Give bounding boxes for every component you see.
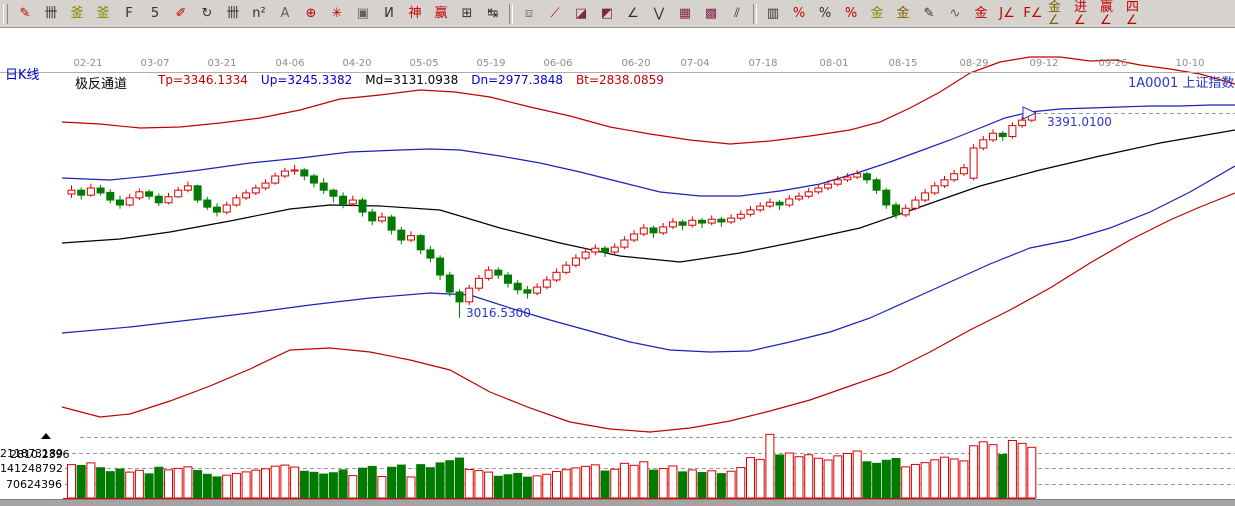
date-tick-label: 07-04 bbox=[680, 58, 710, 69]
indicator-value: Bt=2838.0859 bbox=[576, 73, 664, 87]
date-tick-label: 06-20 bbox=[621, 58, 651, 69]
date-tick-label: 06-06 bbox=[543, 58, 573, 69]
toolbar-separator bbox=[753, 3, 757, 24]
date-tick-label: 03-07 bbox=[140, 58, 170, 69]
date-tick-label: 08-01 bbox=[819, 58, 849, 69]
toolbar-button-gold-slope-icon[interactable]: 金∠ bbox=[1048, 0, 1062, 28]
date-tick-label: 05-05 bbox=[409, 58, 439, 69]
toolbar-button-trend-lines-icon[interactable]: ∠ bbox=[627, 6, 639, 21]
toolbar-button-tally-grid-icon[interactable]: 卌 bbox=[44, 6, 58, 21]
date-axis: 02-21 03-07 03-21 04-06 04-20 05-05 05-19 06-06… bbox=[0, 58, 1235, 71]
toolbar-button-gold-box-icon[interactable]: 金 bbox=[974, 6, 988, 21]
toolbar-button-gann-ray-box-icon[interactable]: ◩ bbox=[600, 6, 614, 21]
date-tick-label: 03-21 bbox=[207, 58, 237, 69]
channel-line-md bbox=[61, 129, 1235, 263]
toolbar-button-target-cross-icon[interactable]: ⊕ bbox=[305, 6, 317, 21]
toolbar-button-wave-line-icon[interactable]: ∿ bbox=[949, 6, 961, 21]
toolbar-button-gold-circle-icon[interactable]: 金 bbox=[870, 6, 884, 21]
date-tick-label: 04-06 bbox=[275, 58, 305, 69]
toolbar-button-gold-sieve-2-icon[interactable]: 釜 bbox=[96, 6, 110, 21]
toolbar-button-dashed-frame-icon[interactable]: ⧈ bbox=[524, 6, 534, 21]
date-tick-label: 10-10 bbox=[1175, 58, 1205, 69]
toolbar-button-star-burst-icon[interactable]: ✳ bbox=[331, 6, 343, 21]
toolbar-button-wave-n-icon[interactable]: И bbox=[384, 6, 394, 21]
toolbar-button-ray-fan-icon[interactable]: ⟋ bbox=[550, 6, 560, 21]
toolbar-button-zigzag-icon[interactable]: ⋁ bbox=[653, 6, 665, 21]
toolbar-button-grid-f-icon[interactable]: F bbox=[125, 6, 133, 21]
date-tick-label: 02-21 bbox=[73, 58, 103, 69]
toolbar-button-draw-pen-icon[interactable]: ✎ bbox=[19, 6, 31, 21]
toolbar-button-ying-icon[interactable]: 赢 bbox=[434, 6, 448, 21]
toolbar-button-shen-icon[interactable]: 神 bbox=[408, 6, 422, 21]
date-tick-label: 04-20 bbox=[342, 58, 372, 69]
toolbar-button-angle-a-icon[interactable]: A bbox=[280, 6, 290, 21]
toolbar-button-f-slope-icon[interactable]: F∠ bbox=[1023, 6, 1043, 21]
toolbar-button-gann-grid-icon[interactable]: ▦ bbox=[678, 6, 692, 21]
toolbar-button-cycle-circle-icon[interactable]: ↻ bbox=[201, 6, 213, 21]
channel-line-tp bbox=[61, 56, 1235, 145]
toolbar: ✎ 卌釜釜 F 5 ✐ ↻ 卌 n² A ⊕ ✳ ▣ И 神赢 ⊞ ↹ ⧈ ⟋ ◪ ◩ ∠ ⋁ ▦ ▩ ⫽ ▥%%% 金金 ✎ ∿ 金 J∠… bbox=[0, 0, 1235, 28]
toolbar-button-parallel-lines-icon[interactable]: ⫽ bbox=[734, 6, 740, 21]
date-tick-label: 08-29 bbox=[959, 58, 989, 69]
channel-line-bt bbox=[61, 192, 1235, 433]
date-tick-label: 09-26 bbox=[1098, 58, 1128, 69]
swing-low-annotation: 3016.5300 bbox=[466, 306, 531, 320]
toolbar-button-ruler-grid-icon[interactable]: 卌 bbox=[226, 6, 240, 21]
last-close-annotation: 3391.0100 bbox=[1047, 115, 1112, 129]
toolbar-button-brush-grid-icon[interactable]: ✐ bbox=[175, 6, 187, 21]
date-tick-label: 07-18 bbox=[748, 58, 778, 69]
toolbar-button-gann-box-icon[interactable]: ◪ bbox=[574, 6, 588, 21]
indicator-name: 极反通道 bbox=[75, 77, 128, 92]
header-divider bbox=[0, 72, 1235, 73]
date-tick-label: 05-19 bbox=[476, 58, 506, 69]
indicator-info-bar: 极反通道 Tp=3346.1334 Up=3245.3382 Md=3131.093… bbox=[75, 73, 664, 92]
volume-axis-label: 141248792 bbox=[0, 462, 63, 475]
volume-axis-label: 70624396 bbox=[6, 478, 62, 491]
toolbar-button-percent-retrace-icon[interactable]: % bbox=[792, 6, 806, 21]
toolbar-button-n-squared-icon[interactable]: n² bbox=[252, 6, 266, 21]
chart-client-area: 02-21 03-07 03-21 04-06 04-20 05-05 05-19 06-06… bbox=[0, 28, 1235, 506]
price-bottom-label: 2810.2396 bbox=[10, 448, 70, 461]
toolbar-button-percent-icon[interactable]: % bbox=[818, 6, 832, 21]
toolbar-button-price-ladder-icon[interactable]: ▥ bbox=[766, 6, 780, 21]
toolbar-button-gold-sieve-1-icon[interactable]: 釜 bbox=[70, 6, 84, 21]
toolbar-button-grid-5-icon[interactable]: 5 bbox=[150, 6, 160, 21]
period-label: 日K线 bbox=[5, 68, 40, 83]
indicator-value: Md=3131.0938 bbox=[365, 73, 459, 87]
indicator-value: Up=3245.3382 bbox=[260, 73, 353, 87]
toolbar-button-gold-line-icon[interactable]: 金 bbox=[896, 6, 910, 21]
date-tick-label: 08-15 bbox=[888, 58, 918, 69]
toolbar-button-si-slope-icon[interactable]: 四∠ bbox=[1126, 0, 1140, 28]
indicator-value: Dn=2977.3848 bbox=[471, 73, 563, 87]
toolbar-button-percent-line-icon[interactable]: % bbox=[844, 6, 858, 21]
toolbar-button-bars-pen-icon[interactable]: ✎ bbox=[923, 6, 935, 21]
toolbar-button-ying2-slope-icon[interactable]: 嬴∠ bbox=[1100, 0, 1114, 28]
toolbar-button-gann-grid-axes-icon[interactable]: ▩ bbox=[704, 6, 718, 21]
toolbar-button-grid-box-icon[interactable]: ▣ bbox=[356, 6, 370, 21]
symbol-label: 1A0001 上证指数 bbox=[1128, 76, 1235, 91]
toolbar-separator bbox=[509, 3, 513, 24]
toolbar-button-width-arrows-icon[interactable]: ↹ bbox=[487, 6, 499, 21]
toolbar-button-ruler-123-icon[interactable]: ⊞ bbox=[461, 6, 473, 21]
toolbar-button-jin-slope-icon[interactable]: 进∠ bbox=[1074, 0, 1088, 28]
channel-line-dn bbox=[61, 165, 1235, 353]
indicator-value: Tp=3346.1334 bbox=[158, 73, 248, 87]
toolbar-button-j-slope-icon[interactable]: J∠ bbox=[999, 6, 1015, 21]
volume-axis-label: 211873189 bbox=[0, 447, 63, 460]
toolbar-grip[interactable] bbox=[3, 3, 8, 24]
channel-line-up bbox=[61, 104, 1235, 197]
date-tick-label: 09-12 bbox=[1029, 58, 1059, 69]
